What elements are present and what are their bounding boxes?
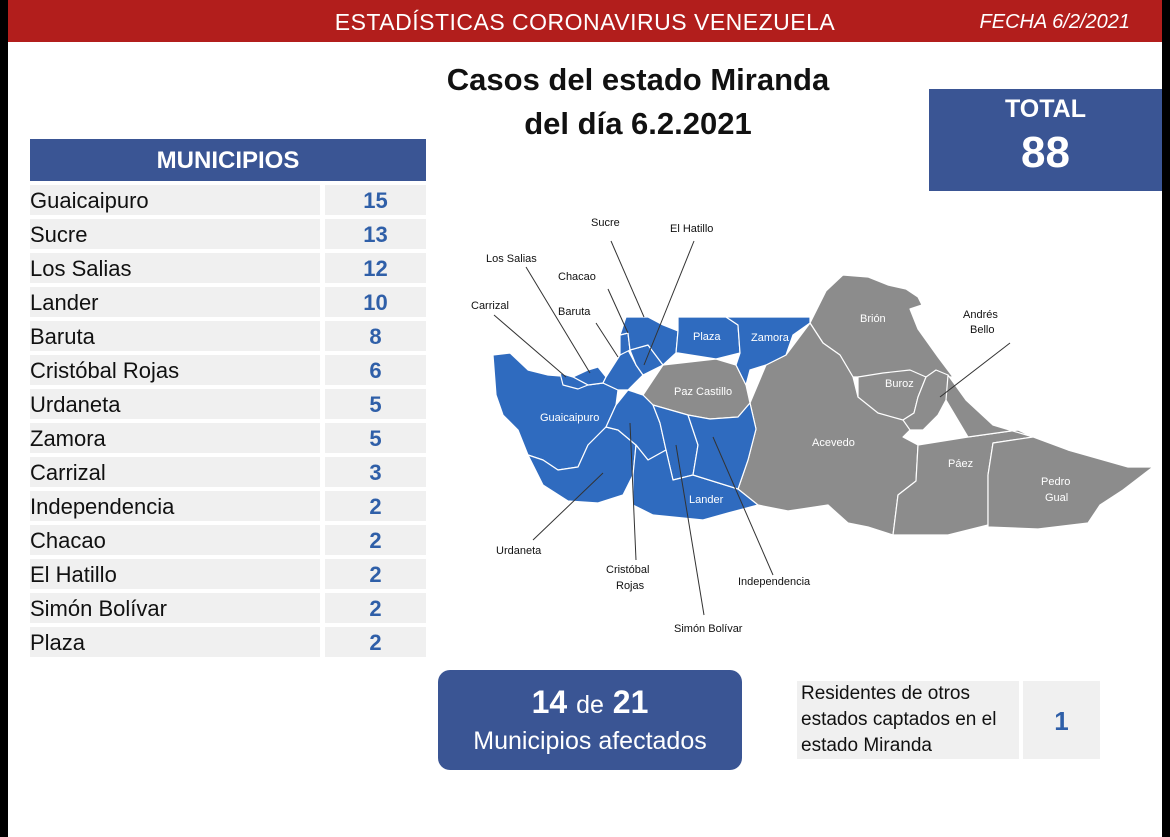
label-paz-castillo: Paz Castillo bbox=[674, 386, 732, 398]
slide: ESTADÍSTICAS CORONAVIRUS VENEZUELA FECHA… bbox=[8, 0, 1162, 837]
residents-line1: Residentes de otros bbox=[801, 683, 970, 704]
municipio-name: Lander bbox=[30, 287, 320, 317]
affected-label: Municipios afectados bbox=[473, 727, 707, 755]
municipio-count: 8 bbox=[325, 321, 426, 351]
label-pedro-gual-2: Gual bbox=[1045, 492, 1068, 504]
municipio-name: Chacao bbox=[30, 525, 320, 555]
municipio-row: Chacao 2 bbox=[30, 525, 426, 555]
municipio-name: Independencia bbox=[30, 491, 320, 521]
label-paez: Páez bbox=[948, 458, 973, 470]
municipios-header: MUNICIPIOS bbox=[30, 139, 426, 181]
municipio-row: Plaza 2 bbox=[30, 627, 426, 657]
municipio-row: Baruta 8 bbox=[30, 321, 426, 351]
municipio-row: Urdaneta 5 bbox=[30, 389, 426, 419]
municipio-row: Carrizal 3 bbox=[30, 457, 426, 487]
label-carrizal: Carrizal bbox=[471, 300, 509, 312]
region-carrizal bbox=[559, 372, 589, 390]
municipio-name: Los Salias bbox=[30, 253, 320, 283]
label-plaza: Plaza bbox=[693, 331, 721, 343]
map-labels: Sucre El Hatillo Los Salias Chacao Carri… bbox=[471, 217, 1070, 635]
label-el-hatillo: El Hatillo bbox=[670, 223, 713, 235]
page-title-line2: del día 6.2.2021 bbox=[524, 106, 752, 141]
leader-lines bbox=[493, 240, 1011, 616]
municipio-count: 13 bbox=[325, 219, 426, 249]
municipio-name: Baruta bbox=[30, 321, 320, 351]
municipio-row: Simón Bolívar 2 bbox=[30, 593, 426, 623]
region-lander bbox=[632, 444, 759, 521]
label-acevedo: Acevedo bbox=[812, 437, 855, 449]
municipio-name: Sucre bbox=[30, 219, 320, 249]
municipio-row: Cristóbal Rojas 6 bbox=[30, 355, 426, 385]
municipio-row: Zamora 5 bbox=[30, 423, 426, 453]
municipio-name: Zamora bbox=[30, 423, 320, 453]
residents-line3: estado Miranda bbox=[801, 735, 932, 756]
municipio-count: 2 bbox=[325, 627, 426, 657]
affected-total: 21 bbox=[612, 684, 649, 720]
label-chacao: Chacao bbox=[558, 271, 596, 283]
label-andres-bello-1: Andrés bbox=[963, 309, 998, 321]
municipio-row: Independencia 2 bbox=[30, 491, 426, 521]
label-baruta: Baruta bbox=[558, 306, 591, 318]
label-simon-bolivar: Simón Bolívar bbox=[674, 623, 743, 635]
region-zamora bbox=[725, 316, 811, 386]
municipio-name: Cristóbal Rojas bbox=[30, 355, 320, 385]
residents-value: 1 bbox=[1023, 681, 1100, 759]
municipio-row: El Hatillo 2 bbox=[30, 559, 426, 589]
region-andres-bello bbox=[902, 369, 954, 431]
label-buroz: Buroz bbox=[885, 378, 914, 390]
label-pedro-gual-1: Pedro bbox=[1041, 476, 1070, 488]
label-cristobal-rojas-1: Cristóbal bbox=[606, 564, 649, 576]
label-lander: Lander bbox=[689, 494, 724, 506]
affected-count: 14 bbox=[531, 684, 568, 720]
region-pedro-gual bbox=[945, 374, 1154, 530]
total-box: TOTAL 88 bbox=[929, 89, 1162, 191]
residents-line2: estados captados en el bbox=[801, 709, 997, 730]
page-title-line1: Casos del estado Miranda bbox=[446, 62, 830, 97]
municipio-name: El Hatillo bbox=[30, 559, 320, 589]
municipio-count: 3 bbox=[325, 457, 426, 487]
miranda-map: Sucre El Hatillo Los Salias Chacao Carri… bbox=[471, 217, 1154, 635]
municipio-row: Los Salias 12 bbox=[30, 253, 426, 283]
municipio-name: Carrizal bbox=[30, 457, 320, 487]
label-andres-bello-2: Bello bbox=[970, 324, 994, 336]
label-independencia: Independencia bbox=[738, 576, 811, 588]
municipio-name: Plaza bbox=[30, 627, 320, 657]
total-label: TOTAL bbox=[1004, 95, 1086, 123]
municipio-count: 2 bbox=[325, 491, 426, 521]
label-cristobal-rojas-2: Rojas bbox=[616, 580, 645, 592]
header-bar: ESTADÍSTICAS CORONAVIRUS VENEZUELA FECHA… bbox=[8, 0, 1162, 42]
municipio-row: Lander 10 bbox=[30, 287, 426, 317]
municipio-count: 10 bbox=[325, 287, 426, 317]
label-zamora: Zamora bbox=[751, 332, 790, 344]
page-title: Casos del estado Miranda del día 6.2.202… bbox=[378, 58, 898, 146]
header-date: FECHA 6/2/2021 bbox=[979, 11, 1130, 33]
municipio-row: Guaicaipuro 15 bbox=[30, 185, 426, 215]
affected-municipalities-box: 14 de 21 Municipios afectados bbox=[438, 670, 742, 770]
municipio-count: 2 bbox=[325, 593, 426, 623]
total-value: 88 bbox=[1021, 128, 1070, 177]
residents-label: Residentes de otros estados captados en … bbox=[797, 681, 1019, 759]
label-sucre: Sucre bbox=[591, 217, 620, 229]
municipio-count: 6 bbox=[325, 355, 426, 385]
municipios-table: Guaicaipuro 15 Sucre 13 Los Salias 12 Lander 10… bbox=[30, 185, 426, 661]
label-guaicaipuro: Guaicaipuro bbox=[540, 412, 599, 424]
region-independencia bbox=[687, 402, 757, 490]
municipio-count: 12 bbox=[325, 253, 426, 283]
label-brion: Brión bbox=[860, 313, 886, 325]
header-title: ESTADÍSTICAS CORONAVIRUS VENEZUELA bbox=[334, 9, 836, 35]
municipio-count: 5 bbox=[325, 423, 426, 453]
municipio-count: 15 bbox=[325, 185, 426, 215]
municipio-name: Simón Bolívar bbox=[30, 593, 320, 623]
municipio-count: 2 bbox=[325, 559, 426, 589]
municipio-count: 2 bbox=[325, 525, 426, 555]
municipio-count: 5 bbox=[325, 389, 426, 419]
label-los-salias: Los Salias bbox=[486, 253, 537, 265]
affected-ratio: 14 de 21 bbox=[438, 684, 742, 721]
label-urdaneta: Urdaneta bbox=[496, 545, 542, 557]
municipio-row: Sucre 13 bbox=[30, 219, 426, 249]
affected-connector: de bbox=[576, 691, 604, 719]
municipio-name: Guaicaipuro bbox=[30, 185, 320, 215]
municipio-name: Urdaneta bbox=[30, 389, 320, 419]
